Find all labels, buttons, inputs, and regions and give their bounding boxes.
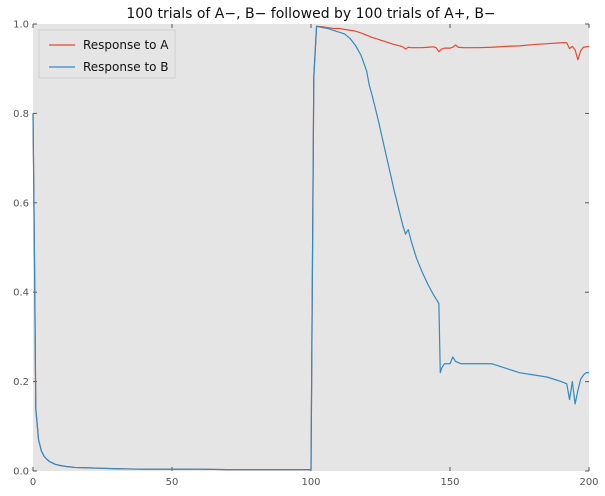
series-lines xyxy=(32,25,590,471)
x-tick-label-1: 50 xyxy=(166,477,179,488)
y-axis-tick-labels: 0.0 0.2 0.4 0.6 0.8 1.0 xyxy=(13,20,29,478)
legend: Response to A Response to B xyxy=(38,29,176,79)
legend-label-response-to-b: Response to B xyxy=(83,60,169,74)
x-tick-label-4: 200 xyxy=(579,477,598,488)
y-tick-label-5: 1.0 xyxy=(13,20,29,31)
chart-title: 100 trials of A−, B− followed by 100 tri… xyxy=(126,6,495,22)
y-tick-label-3: 0.6 xyxy=(13,198,29,209)
legend-label-response-to-a: Response to A xyxy=(83,38,169,52)
legend-box xyxy=(38,29,176,79)
y-tick-label-0: 0.0 xyxy=(13,467,29,478)
x-tick-label-0: 0 xyxy=(30,477,36,488)
y-tick-label-1: 0.2 xyxy=(13,377,29,388)
x-tick-label-3: 150 xyxy=(440,477,459,488)
x-tick-label-2: 100 xyxy=(301,477,320,488)
y-tick-label-4: 0.8 xyxy=(13,109,29,120)
series-line-response-to-b xyxy=(32,25,589,471)
y-tick-label-2: 0.4 xyxy=(13,288,29,299)
x-axis-tick-labels: 0 50 100 150 200 xyxy=(30,477,599,488)
